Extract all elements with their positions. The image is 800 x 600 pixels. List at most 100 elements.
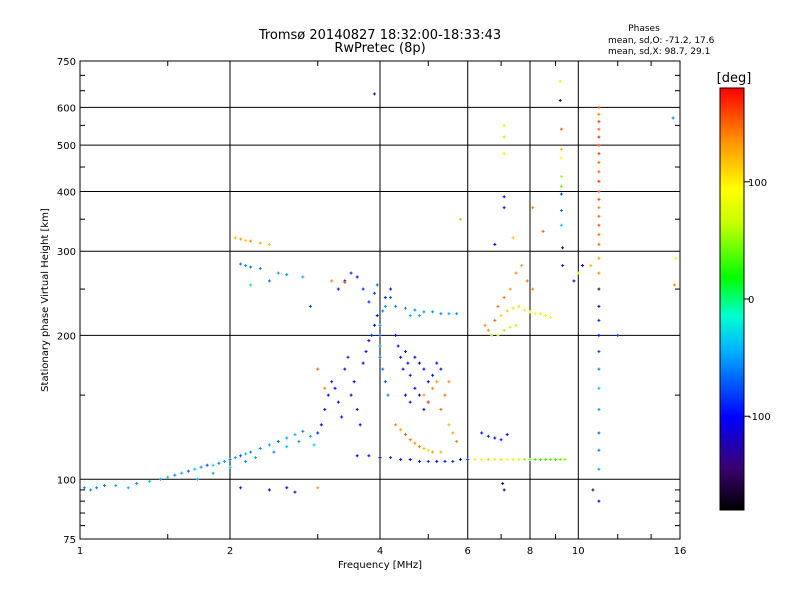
data-point: [361, 361, 365, 365]
data-point: [258, 446, 262, 450]
colorbar-label: [deg]: [717, 71, 752, 86]
data-point: [343, 367, 347, 371]
data-point: [499, 438, 503, 442]
data-point: [316, 367, 320, 371]
data-point: [417, 459, 421, 463]
data-point: [413, 386, 417, 390]
data-point: [95, 486, 99, 490]
x-axis-label: Frequency [MHz]: [338, 560, 422, 571]
data-point: [597, 152, 601, 156]
data-point: [561, 264, 565, 268]
data-point: [558, 99, 562, 103]
data-point: [389, 287, 393, 291]
data-point: [267, 242, 271, 246]
data-point: [447, 423, 451, 427]
data-point: [422, 393, 426, 397]
data-point: [439, 367, 443, 371]
y-tick-label: 200: [57, 331, 76, 342]
data-point: [413, 441, 417, 445]
data-point: [561, 246, 565, 250]
data-point: [333, 386, 337, 390]
data-point: [276, 271, 280, 275]
plot-frame: [79, 60, 681, 540]
data-point: [439, 450, 443, 454]
data-point: [541, 229, 545, 233]
data-point: [408, 400, 412, 404]
data-point: [349, 271, 353, 275]
data-point: [435, 361, 439, 365]
data-point: [473, 457, 477, 461]
data-point: [431, 310, 435, 314]
data-point: [435, 459, 439, 463]
data-point: [373, 92, 377, 96]
data-point: [422, 446, 426, 450]
colorbar-tick-label: 100: [748, 178, 767, 189]
data-point: [293, 490, 297, 494]
data-point: [499, 314, 503, 318]
data-point: [399, 355, 403, 359]
data-point: [597, 160, 601, 164]
data-point: [502, 135, 506, 139]
data-point: [297, 439, 301, 443]
data-point: [114, 484, 118, 488]
data-point: [597, 386, 601, 390]
data-point: [597, 112, 601, 116]
data-point: [367, 300, 371, 304]
phase-box-title: Phases: [628, 24, 660, 34]
data-point: [486, 328, 490, 332]
data-point: [559, 174, 563, 178]
data-point: [195, 477, 199, 481]
data-point: [502, 123, 506, 127]
y-tick-label: 600: [57, 103, 76, 114]
data-point: [422, 407, 426, 411]
data-point: [233, 456, 237, 460]
data-point: [597, 242, 601, 246]
data-point: [258, 241, 262, 245]
data-point: [244, 459, 248, 463]
data-point: [426, 448, 430, 452]
x-tick-label: 10: [572, 546, 585, 557]
data-point: [496, 304, 500, 308]
data-point: [373, 323, 377, 327]
data-point: [211, 463, 215, 467]
data-point: [544, 457, 548, 461]
data-point: [597, 499, 601, 503]
data-point: [674, 256, 678, 260]
colorbar: [deg] 100 0 -100: [717, 71, 771, 511]
data-point: [316, 431, 320, 435]
data-point: [439, 312, 443, 316]
data-point: [361, 287, 365, 291]
data-point: [533, 312, 537, 316]
data-point: [539, 457, 543, 461]
data-point: [458, 217, 462, 221]
data-point: [381, 309, 385, 313]
data-point: [616, 333, 620, 337]
data-point: [597, 350, 601, 354]
chart-subtitle: RwPretec (8p): [334, 41, 425, 56]
data-point: [451, 431, 455, 435]
data-point: [597, 407, 601, 411]
x-tick-label: 16: [674, 546, 687, 557]
data-point: [223, 459, 227, 463]
data-point: [597, 214, 601, 218]
data-point: [431, 450, 435, 454]
data-point: [249, 265, 253, 269]
data-point: [383, 380, 387, 384]
data-point: [249, 239, 253, 243]
data-point: [514, 323, 518, 327]
data-point: [323, 407, 327, 411]
data-point: [549, 457, 553, 461]
data-point: [217, 461, 221, 465]
data-point: [531, 287, 535, 291]
data-point: [336, 287, 340, 291]
data-point: [378, 456, 382, 460]
data-point: [514, 271, 518, 275]
data-point: [597, 467, 601, 471]
data-point: [505, 457, 509, 461]
data-point: [466, 457, 470, 461]
data-point: [343, 281, 347, 285]
data-point: [301, 429, 305, 433]
data-point: [502, 328, 506, 332]
data-point: [443, 459, 447, 463]
data-point: [126, 486, 130, 490]
